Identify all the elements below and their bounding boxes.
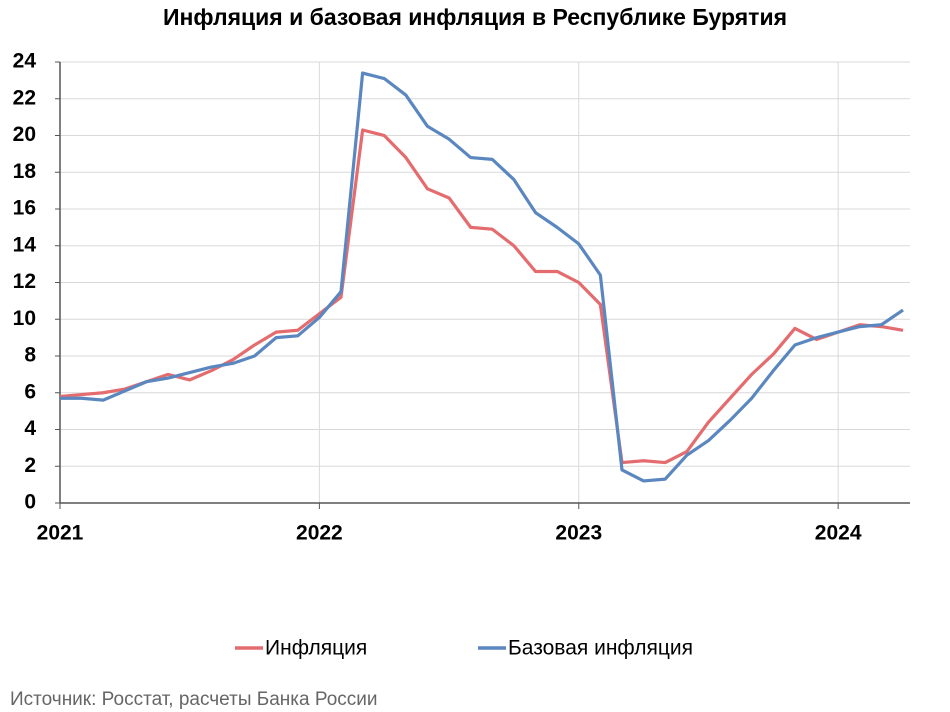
- x-tick-label: 2024: [815, 522, 862, 545]
- x-tick-label: 2023: [555, 522, 602, 545]
- y-tick-label: 4: [24, 417, 36, 440]
- y-tick-label: 12: [13, 270, 36, 293]
- legend-label: Инфляция: [265, 637, 367, 660]
- source-note: Источник: Росстат, расчеты Банка России: [10, 689, 378, 710]
- y-tick-label: 22: [13, 86, 36, 109]
- chart-title: Инфляция и базовая инфляция в Республике…: [163, 4, 787, 30]
- y-tick-label: 10: [13, 307, 36, 330]
- y-tick-label: 20: [13, 123, 36, 146]
- x-tick-label: 2022: [296, 522, 343, 545]
- y-tick-label: 2: [24, 454, 36, 477]
- y-tick-label: 14: [13, 233, 37, 256]
- series-line: [60, 71, 904, 483]
- legend-label: Базовая инфляция: [508, 637, 693, 660]
- y-tick-label: 18: [13, 160, 37, 183]
- series-line: [59, 128, 904, 465]
- x-tick-label: 2021: [37, 522, 84, 545]
- y-tick-label: 24: [13, 50, 37, 73]
- y-tick-label: 6: [24, 380, 36, 403]
- y-tick-label: 16: [13, 197, 36, 220]
- y-tick-label: 0: [24, 491, 36, 514]
- y-tick-label: 8: [24, 344, 36, 367]
